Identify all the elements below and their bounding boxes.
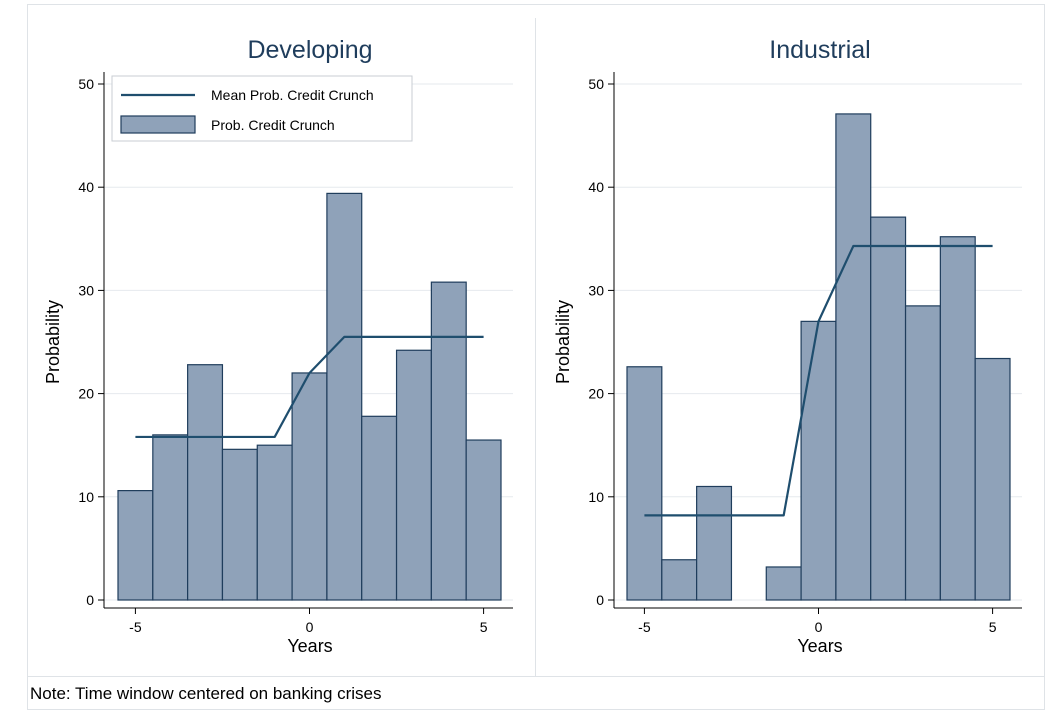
x-tick-label: 5 <box>989 619 997 635</box>
bar <box>661 559 698 601</box>
bar <box>974 357 1011 601</box>
x-axis-label: Years <box>287 636 332 656</box>
y-tick-label: 20 <box>588 386 604 402</box>
bar <box>256 444 293 601</box>
figure-note: Note: Time window centered on banking cr… <box>30 684 382 703</box>
chart-panel-industrial: 0 10 20 30 40 50 -5 0 5 Industrial Years Probabilit… <box>553 36 1022 656</box>
y-tick-label: 0 <box>86 592 94 608</box>
series-line-mean <box>135 335 484 439</box>
bar <box>765 566 802 601</box>
y-tick-label: 0 <box>596 592 604 608</box>
bar <box>152 434 189 601</box>
y-tick-label: 40 <box>78 179 94 195</box>
y-axis-label: Probability <box>553 300 573 384</box>
x-tick-label: 0 <box>306 619 314 635</box>
bar <box>187 364 224 601</box>
legend-entry-bars: Prob. Credit Crunch <box>211 117 335 133</box>
bar <box>221 448 258 601</box>
y-tick-label: 20 <box>78 386 94 402</box>
bar <box>326 192 363 601</box>
x-tick-label: 0 <box>815 619 823 635</box>
legend-entry-mean: Mean Prob. Credit Crunch <box>211 87 374 103</box>
bar <box>696 485 733 601</box>
chart-panel-developing: 0 10 20 30 40 50 -5 0 5 Developing Years Probabilit… <box>43 36 513 656</box>
bar <box>291 372 328 601</box>
bar <box>870 216 907 601</box>
bar <box>626 366 663 601</box>
y-tick-label: 30 <box>78 282 94 298</box>
y-tick-label: 10 <box>78 489 94 505</box>
bar <box>800 320 837 601</box>
x-tick-label: -5 <box>638 619 651 635</box>
chart-title: Developing <box>247 36 372 64</box>
bar <box>395 349 432 601</box>
bar <box>117 490 154 601</box>
bar <box>465 439 502 601</box>
legend-swatch-bar <box>120 115 196 134</box>
bar <box>904 305 941 601</box>
x-axis-label: Years <box>797 636 842 656</box>
y-tick-label: 30 <box>588 282 604 298</box>
y-tick-label: 40 <box>588 179 604 195</box>
bar <box>939 236 976 601</box>
bar <box>361 415 398 601</box>
y-tick-label: 50 <box>588 76 604 92</box>
y-tick-label: 10 <box>588 489 604 505</box>
series-line-mean <box>644 244 993 517</box>
x-tick-label: -5 <box>129 619 142 635</box>
bar <box>430 281 467 601</box>
figure-border <box>27 4 1045 710</box>
chart-title: Industrial <box>769 36 870 64</box>
x-tick-label: 5 <box>480 619 488 635</box>
bar <box>835 113 872 601</box>
y-axis-label: Probability <box>43 300 63 384</box>
y-tick-label: 50 <box>78 76 94 92</box>
